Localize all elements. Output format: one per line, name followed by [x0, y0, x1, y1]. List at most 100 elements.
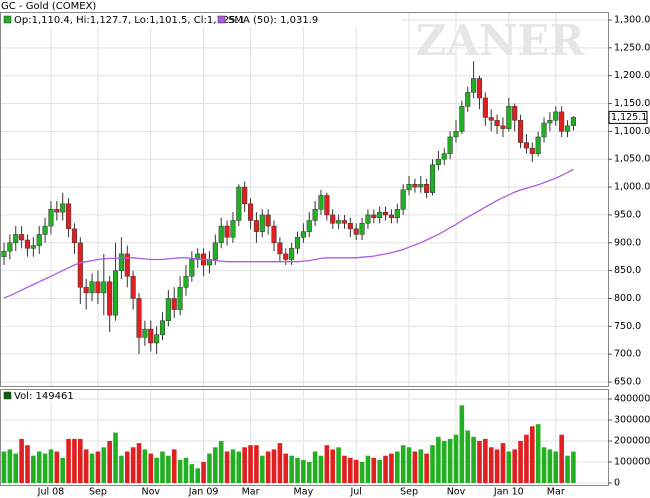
volume-bar: [171, 449, 177, 483]
y-tick-label: 200000: [614, 436, 650, 447]
y-tick-label: 700.0: [614, 349, 641, 360]
candle-body: [54, 209, 60, 213]
candle-body: [294, 236, 301, 249]
price-panel: [0, 12, 609, 387]
volume-bar: [119, 455, 124, 483]
volume-bar: [31, 455, 36, 483]
volume-bar: [13, 453, 19, 483]
volume-bar: [524, 434, 529, 483]
price-tag: [608, 110, 648, 124]
candle-body: [224, 225, 230, 238]
candle-body: [353, 228, 359, 235]
x-tick-label: Jul: [349, 487, 361, 498]
volume-bar: [453, 434, 459, 483]
y-tick-label: 1,300.0: [614, 15, 650, 26]
candle-body: [95, 281, 101, 294]
candle-body: [142, 328, 148, 338]
volume-bar: [494, 449, 500, 483]
candle-body: [371, 214, 377, 218]
x-tick-label: May: [294, 487, 314, 498]
y-tick-label: 1,200.0: [614, 70, 650, 81]
candle-body: [24, 239, 31, 249]
volume-bar: [512, 449, 517, 483]
candle-body: [89, 281, 95, 294]
y-tick-label: 1,000.0: [614, 182, 650, 193]
volume-bar: [535, 424, 541, 483]
candle-body: [247, 203, 254, 221]
candle-body: [300, 231, 306, 238]
volume-bar: [7, 449, 13, 483]
volume-bar: [371, 457, 377, 483]
volume-bar: [324, 445, 330, 483]
volume-bar: [353, 459, 359, 483]
volume-bar: [224, 451, 230, 483]
y-tick-label: 1,150.0: [614, 98, 650, 109]
volume-bar: [553, 451, 559, 483]
volume-bar: [201, 462, 206, 483]
volume-bar: [218, 441, 224, 483]
volume-bar: [254, 445, 259, 483]
candle-body: [523, 142, 529, 149]
volume-bar: [359, 462, 365, 483]
candle-body: [341, 220, 348, 224]
y-tick-label: 900.0: [614, 237, 641, 248]
volume-bar: [283, 453, 289, 483]
volume-bar: [518, 441, 523, 483]
volume-bar: [213, 447, 218, 483]
volume-bar: [124, 451, 130, 483]
candle-body: [518, 119, 524, 143]
volume-bar: [130, 447, 136, 483]
candle-body: [259, 214, 265, 232]
candle-body: [453, 131, 459, 138]
chart-title: GC - Gold (COMEX): [1, 1, 96, 12]
volume-bar: [36, 451, 42, 483]
volume-bar: [301, 459, 306, 483]
candle-body: [271, 225, 277, 244]
y-tick-label: 0: [614, 478, 620, 489]
candle-body: [218, 225, 224, 244]
candle-body: [42, 225, 48, 235]
volume-bar: [230, 449, 236, 483]
x-tick-label: Mar: [547, 487, 565, 498]
candle-body: [154, 334, 160, 344]
candle-body: [418, 184, 424, 188]
x-tick-label: Mar: [242, 487, 260, 498]
candle-body: [212, 242, 218, 260]
candle-body: [383, 211, 389, 216]
volume-bar: [342, 455, 347, 483]
legend-swatch: [3, 15, 12, 24]
x-tick-label: Jul 08: [37, 487, 65, 498]
y-tick-label: 400000: [614, 394, 650, 405]
candle-body: [189, 259, 195, 277]
candle-body: [253, 220, 259, 232]
legend-label: Op:1,110.4, Hi:1,127.7, Lo:1,101.5, Cl:1…: [14, 15, 245, 26]
candle-body: [564, 125, 571, 132]
candle-body: [535, 136, 541, 154]
volume-bar: [160, 451, 165, 483]
candle-body: [406, 184, 412, 191]
volume-bar: [277, 443, 283, 483]
volume-bar: [459, 405, 465, 483]
y-tick-label: 100000: [614, 457, 650, 468]
candle-body: [171, 298, 177, 310]
volume-bar: [183, 457, 189, 483]
volume-bar: [48, 449, 54, 483]
candle-body: [471, 78, 477, 93]
candle-body: [336, 220, 342, 224]
volume-bar: [348, 457, 353, 483]
volume-bar: [488, 447, 494, 483]
candle-body: [412, 184, 418, 188]
volume-bar: [42, 453, 48, 483]
candle-body: [230, 220, 236, 238]
candle-body: [306, 220, 312, 232]
y-tick-label: 750.0: [614, 321, 641, 332]
candle-body: [570, 117, 576, 126]
volume-bar: [148, 453, 154, 483]
volume-bar: [95, 451, 101, 483]
candle-body: [183, 275, 189, 288]
volume-bar: [306, 462, 312, 483]
candle-body: [236, 186, 242, 221]
candle-body: [388, 214, 394, 218]
x-tick-label: Sep: [89, 487, 107, 498]
